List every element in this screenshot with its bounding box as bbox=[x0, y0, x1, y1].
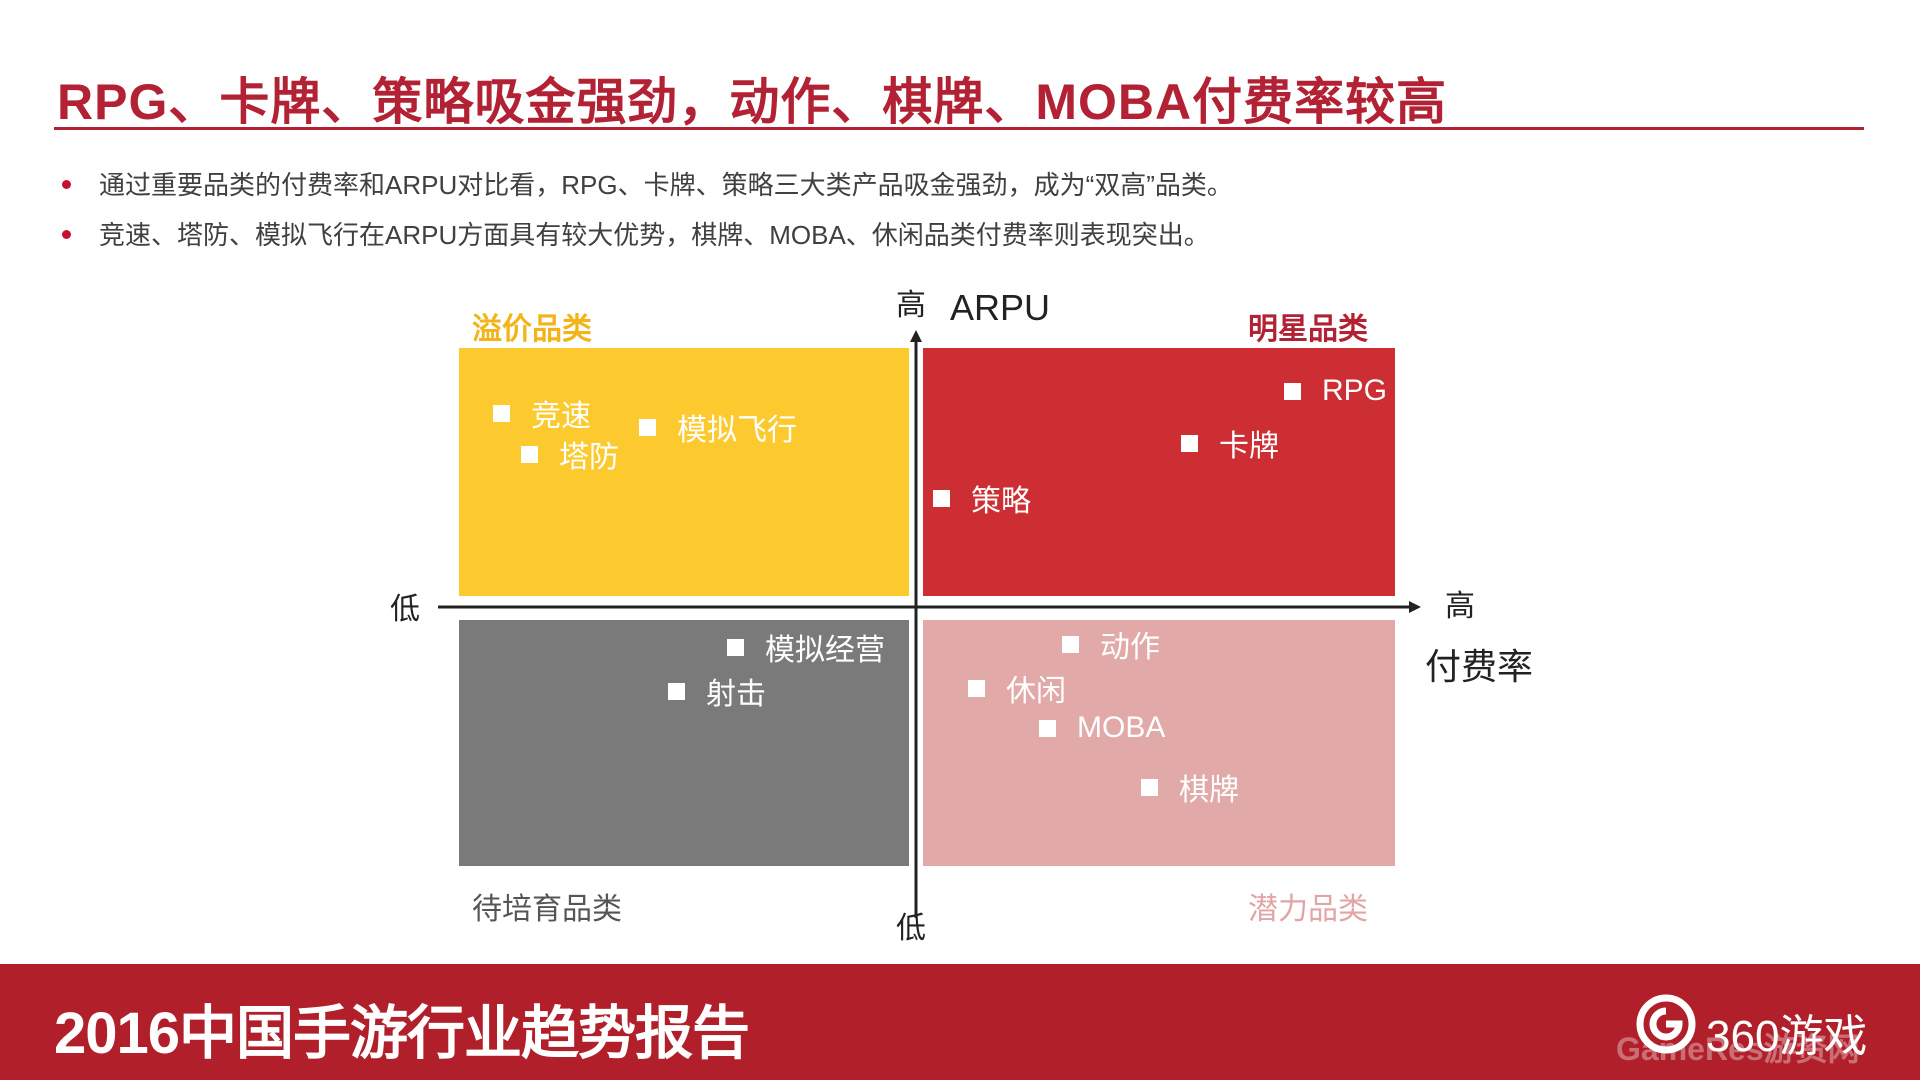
x-axis-label: 付费率 bbox=[1425, 646, 1534, 687]
category-item-strategy: 策略 bbox=[933, 476, 1031, 520]
category-label: 棋牌 bbox=[1179, 774, 1239, 807]
square-marker-icon bbox=[1039, 719, 1056, 737]
quadrant-cultivate bbox=[459, 620, 909, 866]
bullet-item: 通过重要品类的付费率和ARPU对比看，RPG、卡牌、策略三大类产品吸金强劲，成为… bbox=[62, 160, 1233, 210]
category-label: 模拟飞行 bbox=[677, 414, 797, 447]
x-axis-high-label: 高 bbox=[1445, 590, 1475, 623]
category-item-moba: MOBA bbox=[1039, 711, 1165, 745]
square-marker-icon bbox=[668, 682, 685, 700]
category-label: MOBA bbox=[1077, 711, 1166, 744]
category-item-chess-card: 棋牌 bbox=[1141, 765, 1239, 809]
bullet-list: 通过重要品类的付费率和ARPU对比看，RPG、卡牌、策略三大类产品吸金强劲，成为… bbox=[62, 160, 1233, 260]
square-marker-icon bbox=[968, 679, 985, 697]
category-label: 塔防 bbox=[559, 441, 619, 474]
quadrant-label-cultivate: 待培育品类 bbox=[472, 893, 622, 926]
bullet-text: 竞速、塔防、模拟飞行在ARPU方面具有较大优势，棋牌、MOBA、休闲品类付费率则… bbox=[99, 220, 1210, 250]
square-marker-icon bbox=[1062, 635, 1079, 653]
square-marker-icon bbox=[933, 489, 950, 507]
category-item-sim-management: 模拟经营 bbox=[727, 625, 885, 669]
quadrant-premium bbox=[459, 348, 909, 596]
category-item-flight-sim: 模拟飞行 bbox=[639, 405, 797, 449]
category-label: 卡牌 bbox=[1219, 430, 1279, 463]
category-item-card: 卡牌 bbox=[1181, 421, 1279, 465]
title-divider bbox=[54, 127, 1864, 130]
square-marker-icon bbox=[521, 445, 538, 463]
bullet-dot-icon bbox=[62, 230, 71, 239]
report-title: 2016中国手游行业趋势报告 bbox=[54, 1001, 750, 1066]
brand-logo: 360游戏 bbox=[1636, 994, 1896, 1061]
logo-text: 360游戏 bbox=[1706, 1012, 1868, 1061]
footer-bar: 2016中国手游行业趋势报告 360游戏 bbox=[0, 964, 1920, 1080]
category-item-tower-defense: 塔防 bbox=[521, 432, 619, 476]
quadrant-label-potential: 潜力品类 bbox=[1248, 893, 1368, 926]
category-item-casual: 休闲 bbox=[968, 666, 1066, 710]
category-item-shooter: 射击 bbox=[668, 669, 766, 713]
bullet-item: 竞速、塔防、模拟飞行在ARPU方面具有较大优势，棋牌、MOBA、休闲品类付费率则… bbox=[62, 210, 1233, 260]
category-label: 休闲 bbox=[1006, 675, 1066, 708]
y-axis-label: ARPU bbox=[950, 287, 1051, 328]
category-label: 射击 bbox=[706, 678, 766, 711]
square-marker-icon bbox=[1181, 434, 1198, 452]
bullet-dot-icon bbox=[62, 180, 71, 189]
bullet-text: 通过重要品类的付费率和ARPU对比看，RPG、卡牌、策略三大类产品吸金强劲，成为… bbox=[99, 170, 1233, 200]
square-marker-icon bbox=[639, 418, 656, 436]
watermark: GameRes游资网 bbox=[1616, 1031, 1860, 1067]
quadrant-label-premium: 溢价品类 bbox=[472, 313, 592, 346]
y-axis-low-label: 低 bbox=[896, 912, 926, 945]
category-label: 动作 bbox=[1100, 631, 1160, 664]
square-marker-icon bbox=[493, 404, 510, 422]
category-label: 策略 bbox=[971, 485, 1031, 518]
category-label: 竞速 bbox=[531, 400, 591, 433]
square-marker-icon bbox=[1284, 382, 1301, 400]
category-item-racing: 竞速 bbox=[493, 391, 591, 435]
square-marker-icon bbox=[727, 638, 744, 656]
category-label: RPG bbox=[1322, 374, 1388, 407]
x-axis-low-label: 低 bbox=[390, 593, 420, 626]
y-axis-high-label: 高 bbox=[896, 289, 926, 322]
page-title: RPG、卡牌、策略吸金强劲，动作、棋牌、MOBA付费率较高 bbox=[57, 74, 1448, 130]
360-logo-icon bbox=[1636, 994, 1696, 1054]
category-label: 模拟经营 bbox=[765, 634, 885, 667]
category-item-action: 动作 bbox=[1062, 622, 1160, 666]
quadrant-potential bbox=[923, 620, 1395, 866]
square-marker-icon bbox=[1141, 778, 1158, 796]
category-item-rpg: RPG bbox=[1284, 374, 1387, 408]
quadrant-star bbox=[923, 348, 1395, 596]
quadrant-label-star: 明星品类 bbox=[1248, 313, 1368, 346]
